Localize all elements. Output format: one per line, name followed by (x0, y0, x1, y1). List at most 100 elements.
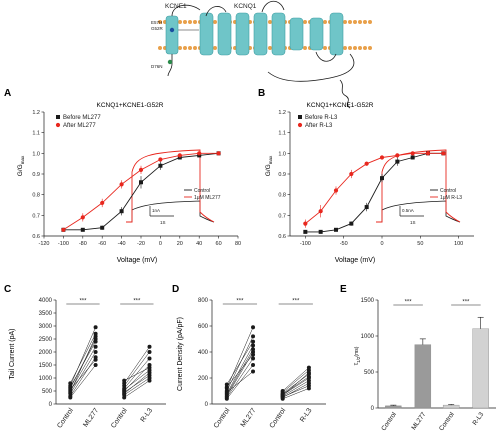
data-point (197, 151, 202, 156)
legend: Before ML277 After ML277 (55, 115, 101, 129)
data-point (364, 205, 369, 210)
lipid-head (323, 46, 327, 50)
paired-points: *** *** (222, 299, 313, 401)
chart-title: KCNQ1+KCNE1-G52R (306, 102, 373, 109)
mutation-site-marker (167, 59, 173, 65)
x-tick-label: -100 (300, 241, 311, 247)
y-tick-label: 0.7 (32, 213, 40, 219)
data-point (318, 209, 323, 214)
bar (472, 328, 489, 409)
pair-line (282, 388, 309, 400)
panel-e: E 0 500 1000 1500 Control ML277 Control R-L3 **… (340, 284, 496, 432)
data-point (333, 188, 339, 193)
y-axis-label: G/Gmax (17, 155, 25, 176)
x-category-label: Control (380, 411, 398, 433)
pair-line (226, 336, 254, 392)
lipid-head (193, 46, 197, 50)
x-category-label: ML277 (410, 411, 427, 432)
y-tick-label: 0.9 (278, 172, 286, 178)
data-point (93, 363, 98, 367)
helix-segment (217, 12, 232, 56)
y-tick-label: 0.7 (278, 213, 286, 219)
lipid-head (193, 20, 197, 24)
paired-points: *** *** (66, 299, 154, 400)
data-point (251, 352, 256, 357)
data-point (93, 334, 98, 339)
current-scale-label: 1nA (152, 208, 160, 213)
significance-label: *** (292, 299, 300, 305)
helix-segment (253, 12, 268, 56)
x-tick-label: 80 (235, 241, 241, 247)
significance-label: *** (462, 300, 470, 306)
y-tick-label: 0.6 (32, 234, 40, 240)
time-scale-label: 1S (410, 220, 416, 225)
panel-label: D (172, 284, 179, 295)
kcne1-helix (165, 15, 179, 55)
data-point (303, 221, 308, 226)
x-tick-label: -100 (58, 241, 69, 247)
x-tick-label: 60 (216, 241, 222, 247)
data-point (318, 229, 323, 234)
x-axis-label: Voltage (mV) (335, 257, 375, 264)
kcnq1-cterm (267, 53, 355, 109)
drug-trace (376, 149, 461, 223)
pair-line (123, 346, 150, 384)
significance-label: *** (236, 299, 244, 305)
helix-segment (289, 17, 304, 51)
y-tick-label: 0.9 (32, 172, 40, 178)
mutation-label-g52r: G52R (151, 26, 164, 31)
pair-line (282, 380, 310, 397)
pair-line (70, 336, 96, 393)
data-point (158, 157, 163, 162)
x-tick-label: -50 (340, 241, 348, 247)
data-point (119, 182, 124, 187)
lipid-head (158, 20, 162, 24)
bar (414, 344, 432, 409)
mutation-label-d76n: D76N (151, 64, 163, 69)
lipid-head (213, 46, 217, 50)
pair-line (70, 346, 96, 392)
y-axis-label: G/Gmax (265, 155, 273, 176)
legend: Before R-L3 After R-L3 (297, 115, 338, 129)
y-tick-label: 1500 (361, 298, 375, 304)
pair-line (70, 351, 96, 394)
chart-title: KCNQ1+KCNE1-G52R (96, 102, 163, 109)
data-point (303, 229, 308, 234)
bar (442, 404, 460, 409)
lipid-head (348, 20, 352, 24)
inset-legend-label: Control (194, 188, 210, 194)
y-tick-label: 1000 (361, 334, 375, 340)
lipid-head (303, 20, 307, 24)
data-point (93, 344, 98, 349)
pair-line (226, 327, 254, 389)
plot-axes: -120 -100 -80 -60 -40 -20 0 20 40 60 80 0.6 0.7 0.8 0.… (32, 110, 241, 247)
pair-line (124, 377, 150, 396)
pair-line (70, 327, 96, 386)
plot-axes: 0 500 1000 1500 2000 2500 3000 3500 4000 Control M… (39, 298, 166, 430)
kcnq1-helices (170, 12, 344, 56)
y-tick-label: 1.1 (32, 131, 40, 137)
kcne1-label: KCNE1 (165, 3, 187, 10)
y-tick-label: 400 (198, 350, 209, 356)
data-point (306, 383, 311, 388)
inset-legend-label: 1μM R-L3 (440, 195, 462, 201)
data-point (251, 325, 256, 330)
lipid-head (213, 20, 217, 24)
data-point (93, 357, 98, 362)
lipid-head (188, 46, 192, 50)
y-tick-label: 3500 (39, 311, 53, 317)
plot-axes: 0 200 400 600 800 Control ML277 Control R-L3 (198, 298, 326, 430)
data-point (410, 155, 415, 160)
mutation-label-e57h: E57H (151, 20, 162, 25)
x-category-label: Control (438, 411, 456, 433)
pair-line (124, 370, 150, 390)
lipid-head (363, 20, 367, 24)
fit-curve (305, 152, 444, 224)
legend-label: After R-L3 (305, 123, 333, 129)
data-point (395, 153, 400, 158)
data-point (251, 369, 256, 374)
lipid-head (183, 46, 187, 50)
y-tick-label: 0 (49, 402, 53, 408)
y-tick-label: 1.2 (32, 110, 40, 116)
